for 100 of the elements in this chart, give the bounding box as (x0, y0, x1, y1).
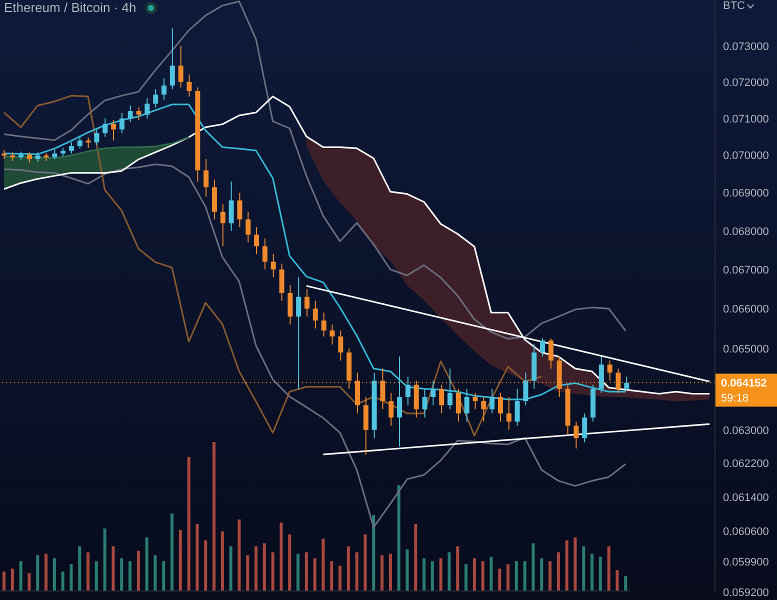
bar (112, 546, 115, 591)
bar (556, 552, 560, 591)
ref-line-label: 0.064152 (721, 378, 767, 390)
bar (590, 554, 594, 591)
bar (246, 555, 250, 591)
bar (204, 540, 208, 591)
candlestick (2, 149, 7, 160)
bar (170, 514, 174, 591)
y-tick-label: 0.065000 (723, 343, 769, 356)
bar (540, 558, 544, 591)
candlestick (321, 312, 326, 337)
bar (514, 561, 518, 591)
candlestick (237, 192, 242, 228)
bar (481, 561, 484, 591)
candlestick (77, 136, 82, 150)
candlestick (254, 226, 260, 254)
bar (574, 537, 577, 591)
candlestick (498, 392, 503, 422)
y-axis-title: BTC (723, 0, 745, 12)
candlestick (304, 288, 310, 318)
bar (338, 566, 342, 591)
candlestick (540, 338, 546, 357)
bar (52, 558, 56, 591)
candlestick (119, 112, 124, 134)
bar (304, 552, 308, 591)
candlestick (472, 392, 478, 410)
candlestick (388, 392, 394, 426)
bar (44, 554, 48, 591)
candlestick (312, 300, 318, 329)
candlestick (94, 128, 100, 146)
y-tick-label: 0.066000 (723, 304, 769, 316)
candlestick (448, 368, 453, 410)
y-tick-label: 0.063000 (723, 424, 769, 437)
candlestick (279, 263, 284, 302)
bar (10, 568, 14, 591)
candlestick (52, 149, 58, 160)
bar (36, 555, 40, 591)
bar (128, 561, 132, 591)
candlestick (262, 238, 268, 270)
candlestick (153, 88, 158, 108)
bar (196, 524, 199, 591)
chart-title: Ethereum / Bitcoin · 4h (4, 0, 136, 15)
candlestick (422, 388, 428, 418)
y-tick-label: 0.073000 (723, 40, 769, 53)
bar (598, 556, 602, 591)
candlestick (624, 376, 630, 392)
bar (582, 546, 586, 591)
bar (506, 564, 510, 591)
bar (439, 558, 442, 591)
bar (271, 552, 274, 591)
candlestick (506, 396, 512, 430)
candlestick (548, 338, 554, 370)
candlestick (178, 45, 184, 88)
bar (490, 556, 493, 591)
candlestick (481, 396, 486, 422)
candlestick (170, 28, 175, 90)
bar (607, 546, 610, 591)
candlestick (405, 376, 410, 406)
bar (430, 561, 434, 591)
bar (162, 561, 166, 591)
bar (624, 576, 628, 591)
candlestick (111, 120, 116, 141)
candlestick (246, 211, 251, 243)
candlestick (128, 105, 133, 123)
bar (498, 568, 502, 591)
candlestick (514, 388, 520, 426)
candlestick (162, 78, 167, 101)
bar (238, 519, 241, 591)
bar (448, 552, 451, 591)
candlestick (439, 384, 444, 414)
y-tick-label: 0.061400 (723, 492, 769, 504)
candlestick (86, 137, 91, 148)
bar (355, 552, 358, 591)
bar (380, 555, 384, 591)
bar (565, 540, 568, 591)
candlestick (397, 356, 402, 447)
bar (19, 561, 22, 591)
bar (178, 530, 182, 591)
y-tick-label: 0.071000 (723, 113, 769, 126)
y-tick-label: 0.072000 (723, 76, 769, 89)
bar (2, 572, 6, 591)
bar (548, 561, 552, 591)
candlestick (186, 74, 192, 97)
bar (313, 558, 316, 591)
y-tick-label: 0.059900 (723, 556, 769, 568)
bar (472, 558, 476, 591)
bar (28, 573, 31, 591)
bar (330, 561, 334, 591)
bar (397, 485, 400, 591)
bar (187, 456, 190, 591)
bar (346, 546, 350, 591)
candlestick (338, 330, 344, 362)
bar (372, 515, 376, 591)
bar (212, 442, 216, 591)
bar (456, 546, 460, 591)
bar (406, 549, 409, 591)
bar (523, 561, 526, 591)
bar (280, 522, 283, 591)
candlestick (144, 98, 150, 119)
candlestick (523, 372, 528, 406)
